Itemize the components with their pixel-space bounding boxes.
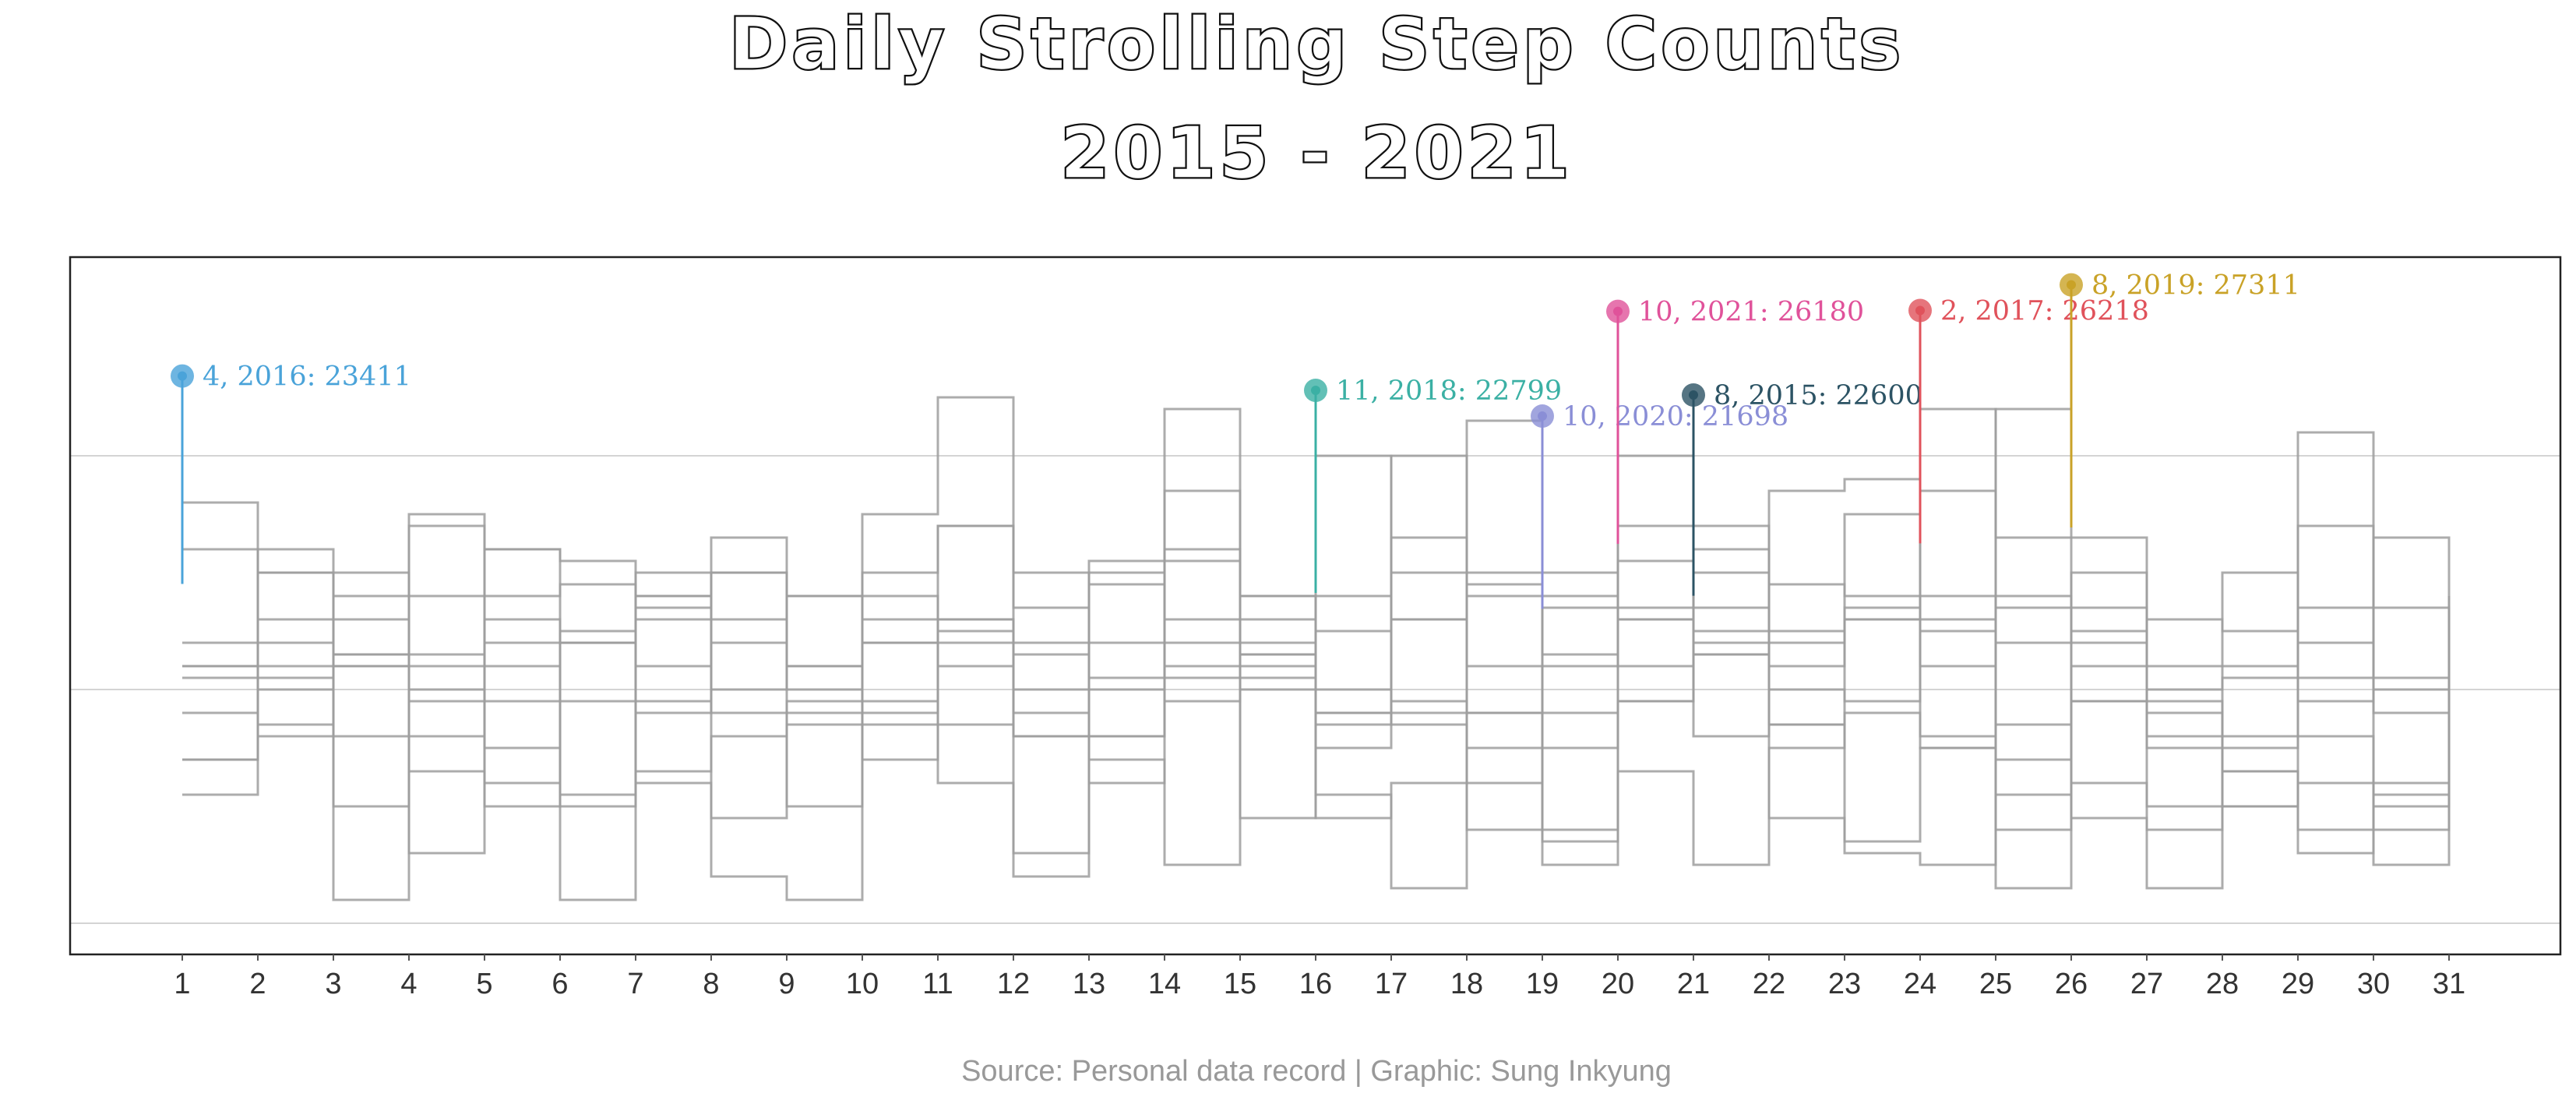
step-series-7: [182, 419, 2451, 901]
x-tick-label: 2: [249, 968, 266, 1000]
highlight-7: 8, 2019: 27311: [2060, 270, 2300, 528]
step-series-4: [182, 489, 2451, 890]
x-tick-label: 26: [2055, 968, 2088, 1000]
x-tick-label: 25: [1979, 968, 2012, 1000]
x-tick-label: 21: [1677, 968, 1710, 1000]
highlight-label: 2, 2017: 26218: [1940, 295, 2149, 326]
highlight-point-core: [1915, 305, 1925, 316]
highlight-point-core: [178, 371, 187, 381]
x-tick-label: 3: [325, 968, 341, 1000]
x-tick-label: 29: [2282, 968, 2314, 1000]
highlight-1: 4, 2016: 23411: [171, 362, 411, 584]
x-tick-label: 1: [174, 968, 190, 1000]
x-tick-label: 14: [1148, 968, 1181, 1000]
highlight-3: 10, 2020: 21698: [1531, 401, 1788, 609]
highlight-label: 8, 2019: 27311: [2091, 270, 2300, 302]
x-tick-label: 15: [1224, 968, 1256, 1000]
highlight-point-core: [1538, 411, 1547, 421]
x-tick-label: 23: [1828, 968, 1861, 1000]
chart-title-line-1-inline: Daily Strolling Step Counts: [728, 2, 1904, 86]
highlight-label: 10, 2020: 21698: [1563, 401, 1788, 432]
highlight-4: 10, 2021: 26180: [1606, 297, 1864, 545]
x-tick-label: 22: [1753, 968, 1785, 1000]
x-tick-label: 17: [1375, 968, 1408, 1000]
x-tick-label: 24: [1904, 968, 1936, 1000]
x-tick-label: 12: [997, 968, 1030, 1000]
source-caption: Source: Personal data record | Graphic: …: [961, 1055, 1672, 1088]
x-tick-label: 27: [2130, 968, 2163, 1000]
chart-title: Daily Strolling Step Counts Daily Stroll…: [728, 2, 1904, 196]
highlight-label: 10, 2021: 26180: [1638, 297, 1864, 328]
chart-title-line-1: Daily Strolling Step Counts: [728, 2, 1904, 86]
highlight-2: 11, 2018: 22799: [1304, 376, 1562, 593]
highlight-label: 8, 2015: 22600: [1714, 380, 1922, 411]
x-tick-label: 9: [778, 968, 795, 1000]
chart-title-line-2-inline: 2015 - 2021: [1060, 111, 1573, 195]
highlight-label: 11, 2018: 22799: [1336, 376, 1562, 407]
x-tick-label: 6: [551, 968, 568, 1000]
x-axis-ticks: 1 2 3 4 5 6 7 8 9 10 11 12 13 14 15 16 17 18 19 20 21 22 23 24 2…: [174, 954, 2465, 1000]
x-tick-label: 5: [476, 968, 492, 1000]
highlight-6: 2, 2017: 26218: [1908, 295, 2149, 544]
x-tick-label: 4: [400, 968, 417, 1000]
x-tick-label: 8: [703, 968, 719, 1000]
highlight-point-core: [1613, 306, 1623, 316]
x-tick-label: 19: [1526, 968, 1559, 1000]
highlight-point-core: [1689, 390, 1698, 400]
chart-title-line-2: 2015 - 2021: [1060, 111, 1573, 195]
x-tick-label: 11: [922, 968, 953, 1000]
x-tick-label: 20: [1602, 968, 1634, 1000]
x-tick-label: 13: [1073, 968, 1105, 1000]
highlight-point-core: [1311, 386, 1320, 396]
x-tick-label: 16: [1299, 968, 1332, 1000]
highlight-point-core: [2067, 280, 2076, 290]
step-series-10: [182, 524, 2451, 808]
highlight-5: 8, 2015: 22600: [1682, 380, 1922, 596]
x-tick-label: 30: [2357, 968, 2390, 1000]
x-tick-label: 28: [2206, 968, 2239, 1000]
highlight-label: 4, 2016: 23411: [203, 362, 411, 393]
x-tick-label: 18: [1450, 968, 1483, 1000]
x-tick-label: 7: [627, 968, 643, 1000]
x-tick-label: 31: [2433, 968, 2465, 1000]
x-tick-label: 10: [846, 968, 879, 1000]
